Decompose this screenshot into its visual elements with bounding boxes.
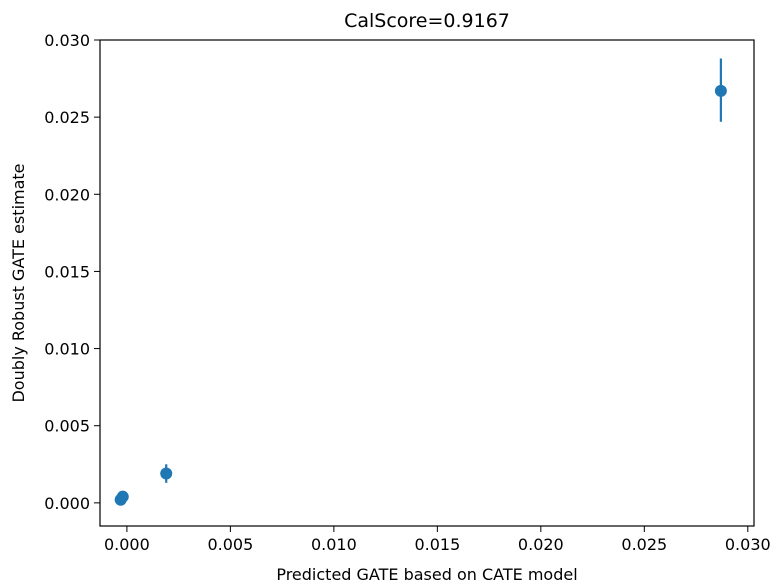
y-axis-ticks: 0.000 0.005 0.010 0.015 0.020 0.025 0.030 [44,31,100,513]
x-tick-label: 0.030 [725,535,771,554]
y-tick-label: 0.030 [44,31,90,50]
y-axis-label: Doubly Robust GATE estimate [9,163,28,402]
x-axis-ticks: 0.000 0.005 0.010 0.015 0.020 0.025 0.030 [104,526,771,554]
y-tick-label: 0.015 [44,262,90,281]
x-tick-label: 0.010 [311,535,357,554]
x-tick-label: 0.015 [414,535,460,554]
plot-frame [99,39,755,527]
y-tick-label: 0.025 [44,108,90,127]
data-point [160,467,173,480]
x-tick-label: 0.005 [207,535,253,554]
x-tick-label: 0.000 [104,535,150,554]
y-tick-label: 0.000 [44,494,90,513]
x-tick-label: 0.025 [621,535,667,554]
chart-title: CalScore=0.9167 [344,10,510,32]
y-tick-label: 0.005 [44,417,90,436]
data-point [116,490,129,503]
data-points [114,58,727,506]
x-axis-label: Predicted GATE based on CATE model [276,565,577,584]
y-tick-label: 0.010 [44,340,90,359]
x-tick-label: 0.020 [518,535,564,554]
y-tick-label: 0.020 [44,185,90,204]
data-point [714,84,727,97]
